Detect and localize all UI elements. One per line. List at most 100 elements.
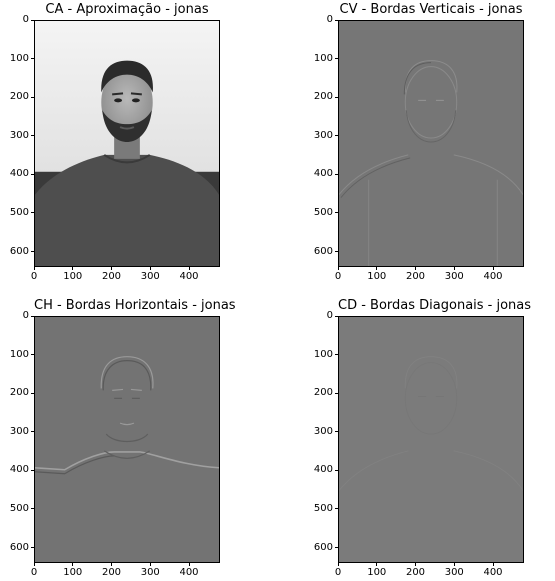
y-tick-mark [31, 173, 34, 175]
x-tick-mark [415, 267, 416, 270]
y-tick-mark [31, 135, 34, 137]
x-tick-label: 300 [140, 567, 160, 578]
y-tick-label: 100 [9, 348, 29, 360]
x-tick-label: 200 [101, 567, 122, 578]
y-tick-label: 600 [313, 245, 333, 257]
image-horizontal-edges [34, 316, 220, 563]
y-tick-label: 400 [9, 464, 29, 476]
x-tick-label: 400 [483, 567, 503, 578]
x-tick-mark [72, 267, 74, 270]
x-tick-mark [149, 267, 151, 270]
y-tick-label: 600 [313, 541, 333, 553]
y-tick-mark [31, 508, 34, 510]
y-tick-mark [335, 354, 338, 356]
x-tick-label: 100 [63, 271, 83, 282]
y-tick-mark [335, 315, 338, 317]
y-tick-mark [31, 96, 34, 98]
y-tick-mark [335, 392, 338, 394]
x-tick-mark [337, 563, 339, 566]
x-tick-label: 0 [30, 567, 38, 578]
x-tick-mark [492, 563, 494, 566]
y-tick-mark [31, 315, 34, 317]
y-tick-mark [335, 508, 338, 510]
y-tick-mark [31, 212, 34, 214]
x-tick-label: 400 [179, 567, 199, 578]
x-tick-label: 400 [179, 271, 199, 282]
y-tick-label: 500 [313, 206, 333, 218]
y-tick-mark [31, 58, 34, 60]
y-tick-label: 200 [9, 387, 29, 399]
panel-title: CA - Aproximação - jonas [45, 2, 209, 17]
x-tick-mark [33, 267, 35, 270]
y-tick-label: 500 [9, 206, 29, 218]
x-tick-mark [33, 563, 35, 566]
x-tick-label: 100 [63, 567, 83, 578]
x-tick-label: 300 [140, 271, 160, 282]
y-tick-mark [31, 19, 34, 21]
x-tick-mark [492, 267, 494, 270]
y-tick-label: 400 [313, 168, 333, 180]
y-tick-label: 100 [313, 348, 333, 360]
x-tick-label: 300 [444, 271, 464, 282]
y-tick-mark [335, 135, 338, 137]
x-tick-mark [111, 563, 112, 566]
x-tick-mark [72, 563, 74, 566]
y-tick-mark [31, 469, 34, 471]
image-vertical-edges [338, 20, 524, 267]
x-tick-label: 0 [334, 567, 342, 578]
x-tick-label: 100 [367, 567, 387, 578]
y-tick-mark [335, 58, 338, 60]
x-tick-mark [188, 267, 190, 270]
x-tick-label: 0 [334, 271, 342, 282]
x-tick-label: 100 [367, 271, 387, 282]
y-tick-label: 0 [22, 310, 29, 321]
y-tick-mark [31, 547, 34, 549]
y-tick-label: 100 [9, 52, 29, 64]
y-tick-label: 500 [313, 502, 333, 514]
y-tick-mark [31, 392, 34, 394]
y-tick-mark [335, 19, 338, 21]
image-diagonal-edges [338, 316, 524, 563]
y-tick-mark [31, 354, 34, 356]
y-tick-label: 600 [9, 245, 29, 257]
y-tick-mark [335, 173, 338, 175]
y-tick-label: 100 [313, 52, 333, 64]
y-tick-label: 500 [9, 502, 29, 514]
y-tick-mark [335, 547, 338, 549]
x-tick-label: 200 [405, 567, 426, 578]
x-tick-label: 200 [101, 271, 122, 282]
x-tick-label: 200 [405, 271, 426, 282]
y-tick-label: 300 [9, 129, 29, 141]
y-tick-label: 300 [313, 129, 333, 141]
y-tick-label: 300 [313, 425, 333, 437]
y-tick-label: 200 [313, 387, 333, 399]
panel-title: CH - Bordas Horizontais - jonas [34, 298, 236, 313]
x-tick-mark [376, 563, 378, 566]
y-tick-label: 200 [9, 91, 29, 103]
x-tick-mark [337, 267, 339, 270]
y-tick-label: 200 [313, 91, 333, 103]
x-tick-label: 300 [444, 567, 464, 578]
y-tick-mark [335, 469, 338, 471]
x-tick-label: 400 [483, 271, 503, 282]
y-tick-label: 300 [9, 425, 29, 437]
y-tick-mark [335, 212, 338, 214]
x-tick-label: 0 [30, 271, 38, 282]
x-tick-mark [376, 267, 378, 270]
y-tick-mark [335, 96, 338, 98]
x-tick-mark [415, 563, 416, 566]
x-tick-mark [453, 563, 455, 566]
x-tick-mark [453, 267, 455, 270]
panel-title: CD - Bordas Diagonais - jonas [338, 298, 532, 313]
y-tick-label: 600 [9, 541, 29, 553]
y-tick-label: 0 [326, 14, 333, 25]
y-tick-label: 0 [326, 310, 333, 321]
x-tick-mark [111, 267, 112, 270]
x-tick-mark [149, 563, 151, 566]
y-tick-mark [31, 251, 34, 253]
y-tick-mark [335, 431, 338, 433]
x-tick-mark [188, 563, 190, 566]
image-approximation [34, 20, 220, 267]
y-tick-label: 400 [9, 168, 29, 180]
panel-title: CV - Bordas Verticais - jonas [339, 2, 523, 17]
